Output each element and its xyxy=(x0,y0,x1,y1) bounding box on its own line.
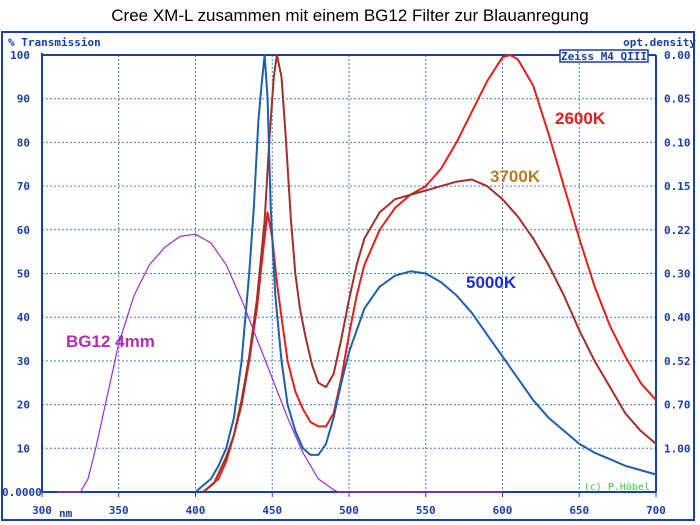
y-right-tick-label: 0.22 xyxy=(664,224,691,237)
y-right-tick-label: 0.00 xyxy=(664,49,691,62)
y-right-tick-label: 0.52 xyxy=(664,355,691,368)
x-tick-label: 450 xyxy=(262,504,282,517)
y-tick-label: 50 xyxy=(17,268,30,281)
chart-title: Cree XM-L zusammen mit einem BG12 Filter… xyxy=(111,6,589,25)
legend-label-3700k: 3700K xyxy=(490,167,541,186)
x-tick-label: 300 xyxy=(32,504,52,517)
y-right-tick-label: 0.05 xyxy=(664,93,691,106)
y-right-tick-label: 0.10 xyxy=(664,136,691,149)
y-tick-label: 0.0000 xyxy=(2,486,42,499)
y-right-axis-label: opt.density xyxy=(623,36,696,49)
y-tick-label: 20 xyxy=(17,399,30,412)
y-tick-label: 80 xyxy=(17,136,30,149)
x-tick-label: 400 xyxy=(186,504,206,517)
y-tick-label: 40 xyxy=(17,311,30,324)
chart-frame xyxy=(1,31,695,521)
y-tick-label: 10 xyxy=(17,442,30,455)
y-tick-label: 30 xyxy=(17,355,30,368)
series-line-bg12-4mm xyxy=(57,233,503,493)
instrument-label: Zeiss M4 QIII xyxy=(561,50,647,63)
x-tick-label: 550 xyxy=(416,504,436,517)
y-right-tick-label: 1.00 xyxy=(664,442,691,455)
series-line-3700k xyxy=(202,54,657,493)
y-tick-label: 70 xyxy=(17,180,30,193)
y-tick-label: 90 xyxy=(17,93,30,106)
y-tick-label: 60 xyxy=(17,224,30,237)
y-right-tick-label: 0.30 xyxy=(664,268,691,281)
series-line-5000k xyxy=(194,54,657,493)
legend-label-5000k: 5000K xyxy=(466,273,517,292)
x-tick-label: 700 xyxy=(646,504,666,517)
y-tick-label: 100 xyxy=(10,49,30,62)
x-tick-label: 500 xyxy=(339,504,359,517)
legend-label-bg12: BG12 4mm xyxy=(66,332,155,351)
x-unit-label: nm xyxy=(59,507,73,520)
y-axis-label: % Transmission xyxy=(8,36,101,49)
copyright-label: (c) P.Höbel xyxy=(584,482,650,493)
legend-label-2600k: 2600K xyxy=(555,109,606,128)
x-tick-label: 600 xyxy=(493,504,513,517)
y-right-tick-label: 0.70 xyxy=(664,399,691,412)
y-right-tick-label: 0.40 xyxy=(664,311,691,324)
x-tick-label: 650 xyxy=(569,504,589,517)
x-tick-label: 350 xyxy=(109,504,129,517)
y-right-tick-label: 0.15 xyxy=(664,180,691,193)
